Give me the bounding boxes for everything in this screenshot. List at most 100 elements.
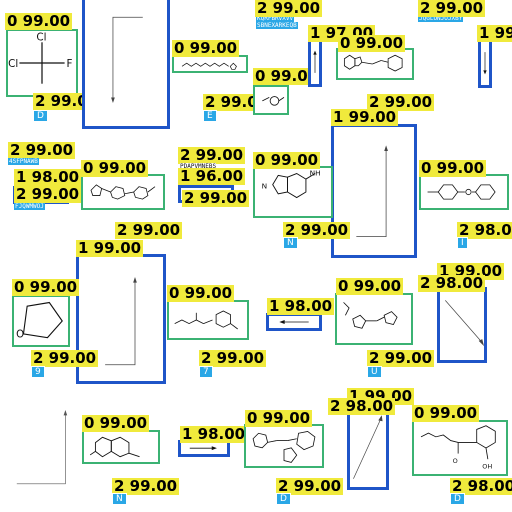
score-label: 0 99.00 [336,277,404,295]
molecule-box-urea-azepane[interactable] [244,424,324,468]
molecule-id-label: U [367,366,382,378]
molecule-box-hydroxy-ester[interactable]: O OH [412,420,508,476]
compound-code-label: SBNEXARKEQB [256,22,298,29]
reaction-box[interactable] [347,404,389,490]
score-label: 1 98.00 [14,168,82,186]
molecule-id-label: D [276,493,291,505]
reaction-box[interactable] [82,0,170,129]
molecule-structure [343,302,398,329]
atom-nh: NH [310,168,321,177]
score-label: 2 99.00 [14,185,82,203]
atom-cl-top: Cl [36,31,46,43]
score-label: 2 99.00 [182,189,250,207]
score-label: 2 98.00 [457,222,512,239]
atom-n: N [262,181,268,190]
score-label: 1 99.00 [477,25,512,42]
molecule-id-label: N [283,237,298,249]
score-label: 2 99.00 [8,141,76,159]
molecule-box-trichlorofluoromethane[interactable]: Cl Cl F [6,29,78,97]
reaction-arrow-down [483,52,487,75]
reaction-arrow-diagram [111,16,143,104]
reaction-box[interactable] [478,38,492,88]
reaction-box-faint[interactable] [12,400,72,492]
compound-code-label: FJQWMWOJ [14,203,45,210]
atom-oh: OH [482,462,492,470]
molecule-box-triazole-amide[interactable] [81,174,165,210]
score-label: 2 99.00 [115,221,183,239]
score-label: 1 99.00 [331,108,399,126]
score-label: 2 99.00 [112,477,180,495]
reaction-arrow-up [313,50,317,73]
molecule-box-adenine[interactable]: N NH [253,166,333,218]
molecule-box-tetrahydrofuran[interactable]: O [12,295,70,347]
molecule-structure [89,436,140,458]
molecule-structure [343,54,403,72]
molecule-id-label: 7 [199,366,213,378]
reaction-box[interactable] [266,313,322,331]
atom-o: O [16,330,24,341]
score-label: 1 96.00 [178,167,246,185]
compound-code-label: KQRFBRVXVV [256,15,295,22]
score-label: 0 99.00 [253,151,321,169]
molecule-box-sulfonamide[interactable] [419,174,509,210]
score-label: 2 98.00 [328,397,396,415]
reaction-box[interactable] [437,287,487,363]
atom-f-right: F [66,58,72,70]
score-label: 0 99.00 [245,409,313,427]
molecule-structure [252,431,316,463]
score-label: 0 99.00 [12,278,80,296]
molecule-box-thiophene-tetrazole[interactable] [335,293,413,345]
score-label: 2 99.00 [367,93,435,111]
score-label: 0 99.00 [81,159,149,177]
molecule-structure: N NH [262,168,321,199]
score-label: 0 99.00 [253,67,321,85]
reaction-arrow-left [279,320,309,324]
reaction-box[interactable] [308,37,322,87]
molecule-structure [181,62,237,70]
score-label: 2 99.00 [418,0,486,17]
reaction-arrow-diagonal [353,415,383,479]
score-label: 2 99.00 [367,349,435,367]
reaction-arrow-diagram [16,410,68,485]
molecule-structure: Cl Cl F [8,31,72,84]
molecule-structure: O OH [420,425,496,470]
score-label: 2 99.00 [199,349,267,367]
score-label: 2 98.00 [418,274,486,292]
score-label: 1 99.00 [76,239,144,257]
atom-cl-left: Cl [8,58,18,70]
score-label: 2 99.00 [255,0,323,17]
molecule-structure: O [16,301,63,341]
reaction-arrow-diagram [356,145,388,237]
molecule-box-long-chain[interactable] [172,55,248,73]
molecule-structure [90,184,156,200]
molecule-box-small-ring[interactable] [253,85,289,115]
score-label: 0 99.00 [412,404,480,422]
compound-code-label: JQGLONJOJXBY [418,15,464,22]
reaction-arrow-diagonal [445,300,484,347]
molecule-id-label: I [457,237,468,249]
molecule-structure [174,310,238,330]
score-label: 2 99.00 [31,349,99,367]
molecule-id-label: 9 [31,366,45,378]
molecule-id-label: D [450,493,465,505]
score-label: 2 99.00 [276,477,344,495]
molecule-box-indole-piperazine[interactable] [336,48,414,80]
score-label: 0 99.00 [82,414,150,432]
reaction-arrow-diagram [105,277,137,366]
molecule-box-naphthalene[interactable] [82,430,160,464]
molecule-box-ester-amide[interactable] [167,300,249,340]
molecule-id-label: E [203,110,217,122]
reaction-arrow-right [189,446,217,451]
molecule-id-label: D [33,110,48,122]
score-label: 2 99.00 [283,221,351,239]
molecule-structure [427,184,496,200]
score-label: 2 98.00 [450,478,512,495]
molecule-id-label: N [112,493,127,505]
molecule-structure [262,96,285,106]
score-label: 0 99.00 [172,39,240,57]
compound-code-label: 4SFPNAWB [8,158,39,165]
score-label: 0 99.00 [338,34,406,52]
score-label: 0 99.00 [5,12,73,30]
score-label: 0 99.00 [419,159,487,177]
compound-code-label: PDAPVMNEBS [180,163,217,170]
